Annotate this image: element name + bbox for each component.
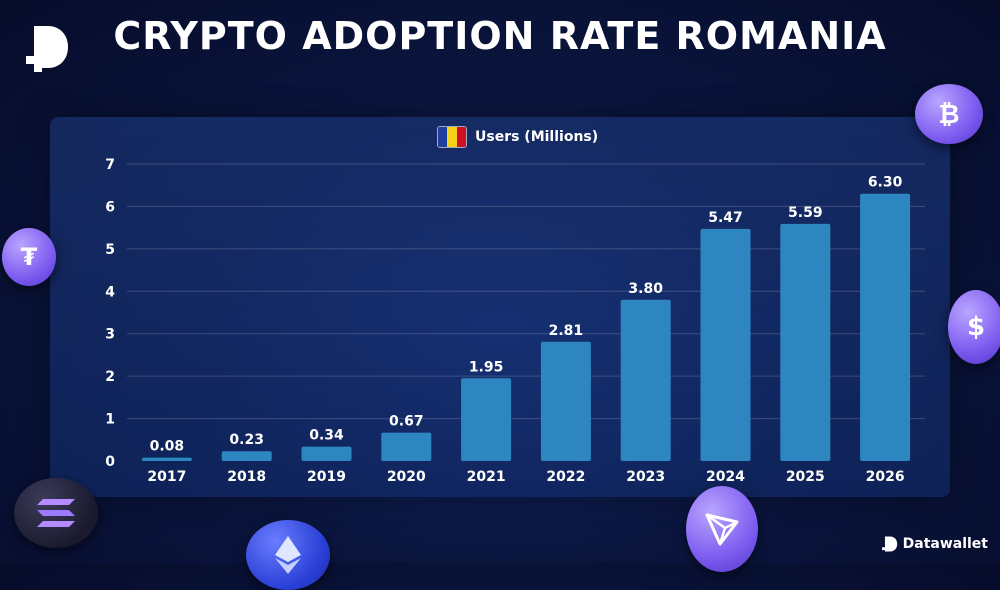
brand-label: Datawallet (902, 536, 988, 552)
ethereum-coin-icon (246, 520, 330, 590)
x-tick-label: 2025 (786, 469, 825, 485)
data-label: 5.59 (788, 205, 823, 221)
brand-badge: Datawallet (881, 535, 988, 553)
bar (860, 193, 911, 461)
bar (461, 378, 512, 461)
data-label: 1.95 (469, 359, 504, 375)
y-tick-label: 3 (105, 327, 115, 343)
bar (700, 228, 751, 461)
legend-label: Users (Millions) (475, 129, 599, 145)
data-label: 5.47 (708, 210, 743, 226)
y-tick-label: 6 (105, 199, 115, 215)
y-tick-label: 1 (105, 412, 115, 428)
bar (780, 223, 831, 461)
bar (301, 446, 352, 461)
x-tick-label: 2020 (387, 469, 426, 485)
y-tick-label: 0 (105, 454, 115, 470)
x-tick-label: 2021 (467, 469, 506, 485)
y-tick-label: 5 (105, 242, 115, 258)
data-label: 0.34 (309, 428, 344, 444)
tron-coin-icon (686, 486, 758, 572)
data-label: 3.80 (628, 281, 663, 297)
x-tick-label: 2023 (626, 469, 665, 485)
bitcoin-coin-icon: ₿ (915, 84, 983, 144)
datawallet-logo-icon (26, 26, 68, 72)
bar-chart: 0 1 2 3 4 5 6 7 0.08 2017 0.23 2018 0.34 2019 0.67 2020… (105, 157, 911, 485)
bar (221, 451, 272, 461)
x-tick-label: 2024 (706, 469, 745, 485)
page-title: CRYPTO ADOPTION RATE ROMANIA (113, 14, 887, 58)
data-label: 0.67 (389, 414, 424, 430)
data-label: 2.81 (549, 323, 584, 339)
data-label: 0.08 (150, 439, 185, 455)
y-tick-label: 2 (105, 369, 115, 385)
chart-legend: Users (Millions) (437, 126, 598, 148)
datawallet-small-logo-icon (881, 536, 897, 552)
data-label: 0.23 (229, 432, 264, 448)
x-tick-label: 2018 (227, 469, 266, 485)
solana-coin-icon (14, 478, 98, 548)
tether-coin-icon: ₮ (2, 228, 56, 286)
data-label: 6.30 (868, 175, 903, 191)
bar (540, 341, 591, 461)
bar (381, 432, 432, 461)
bar (620, 299, 671, 461)
romania-flag-icon (437, 126, 467, 148)
y-tick-label: 7 (105, 157, 115, 173)
x-tick-label: 2019 (307, 469, 346, 485)
x-tick-label: 2017 (147, 469, 186, 485)
bar (141, 457, 192, 461)
x-tick-label: 2022 (546, 469, 585, 485)
usdc-coin-icon: $ (948, 290, 1000, 364)
y-tick-label: 4 (105, 284, 115, 300)
x-tick-label: 2026 (866, 469, 905, 485)
